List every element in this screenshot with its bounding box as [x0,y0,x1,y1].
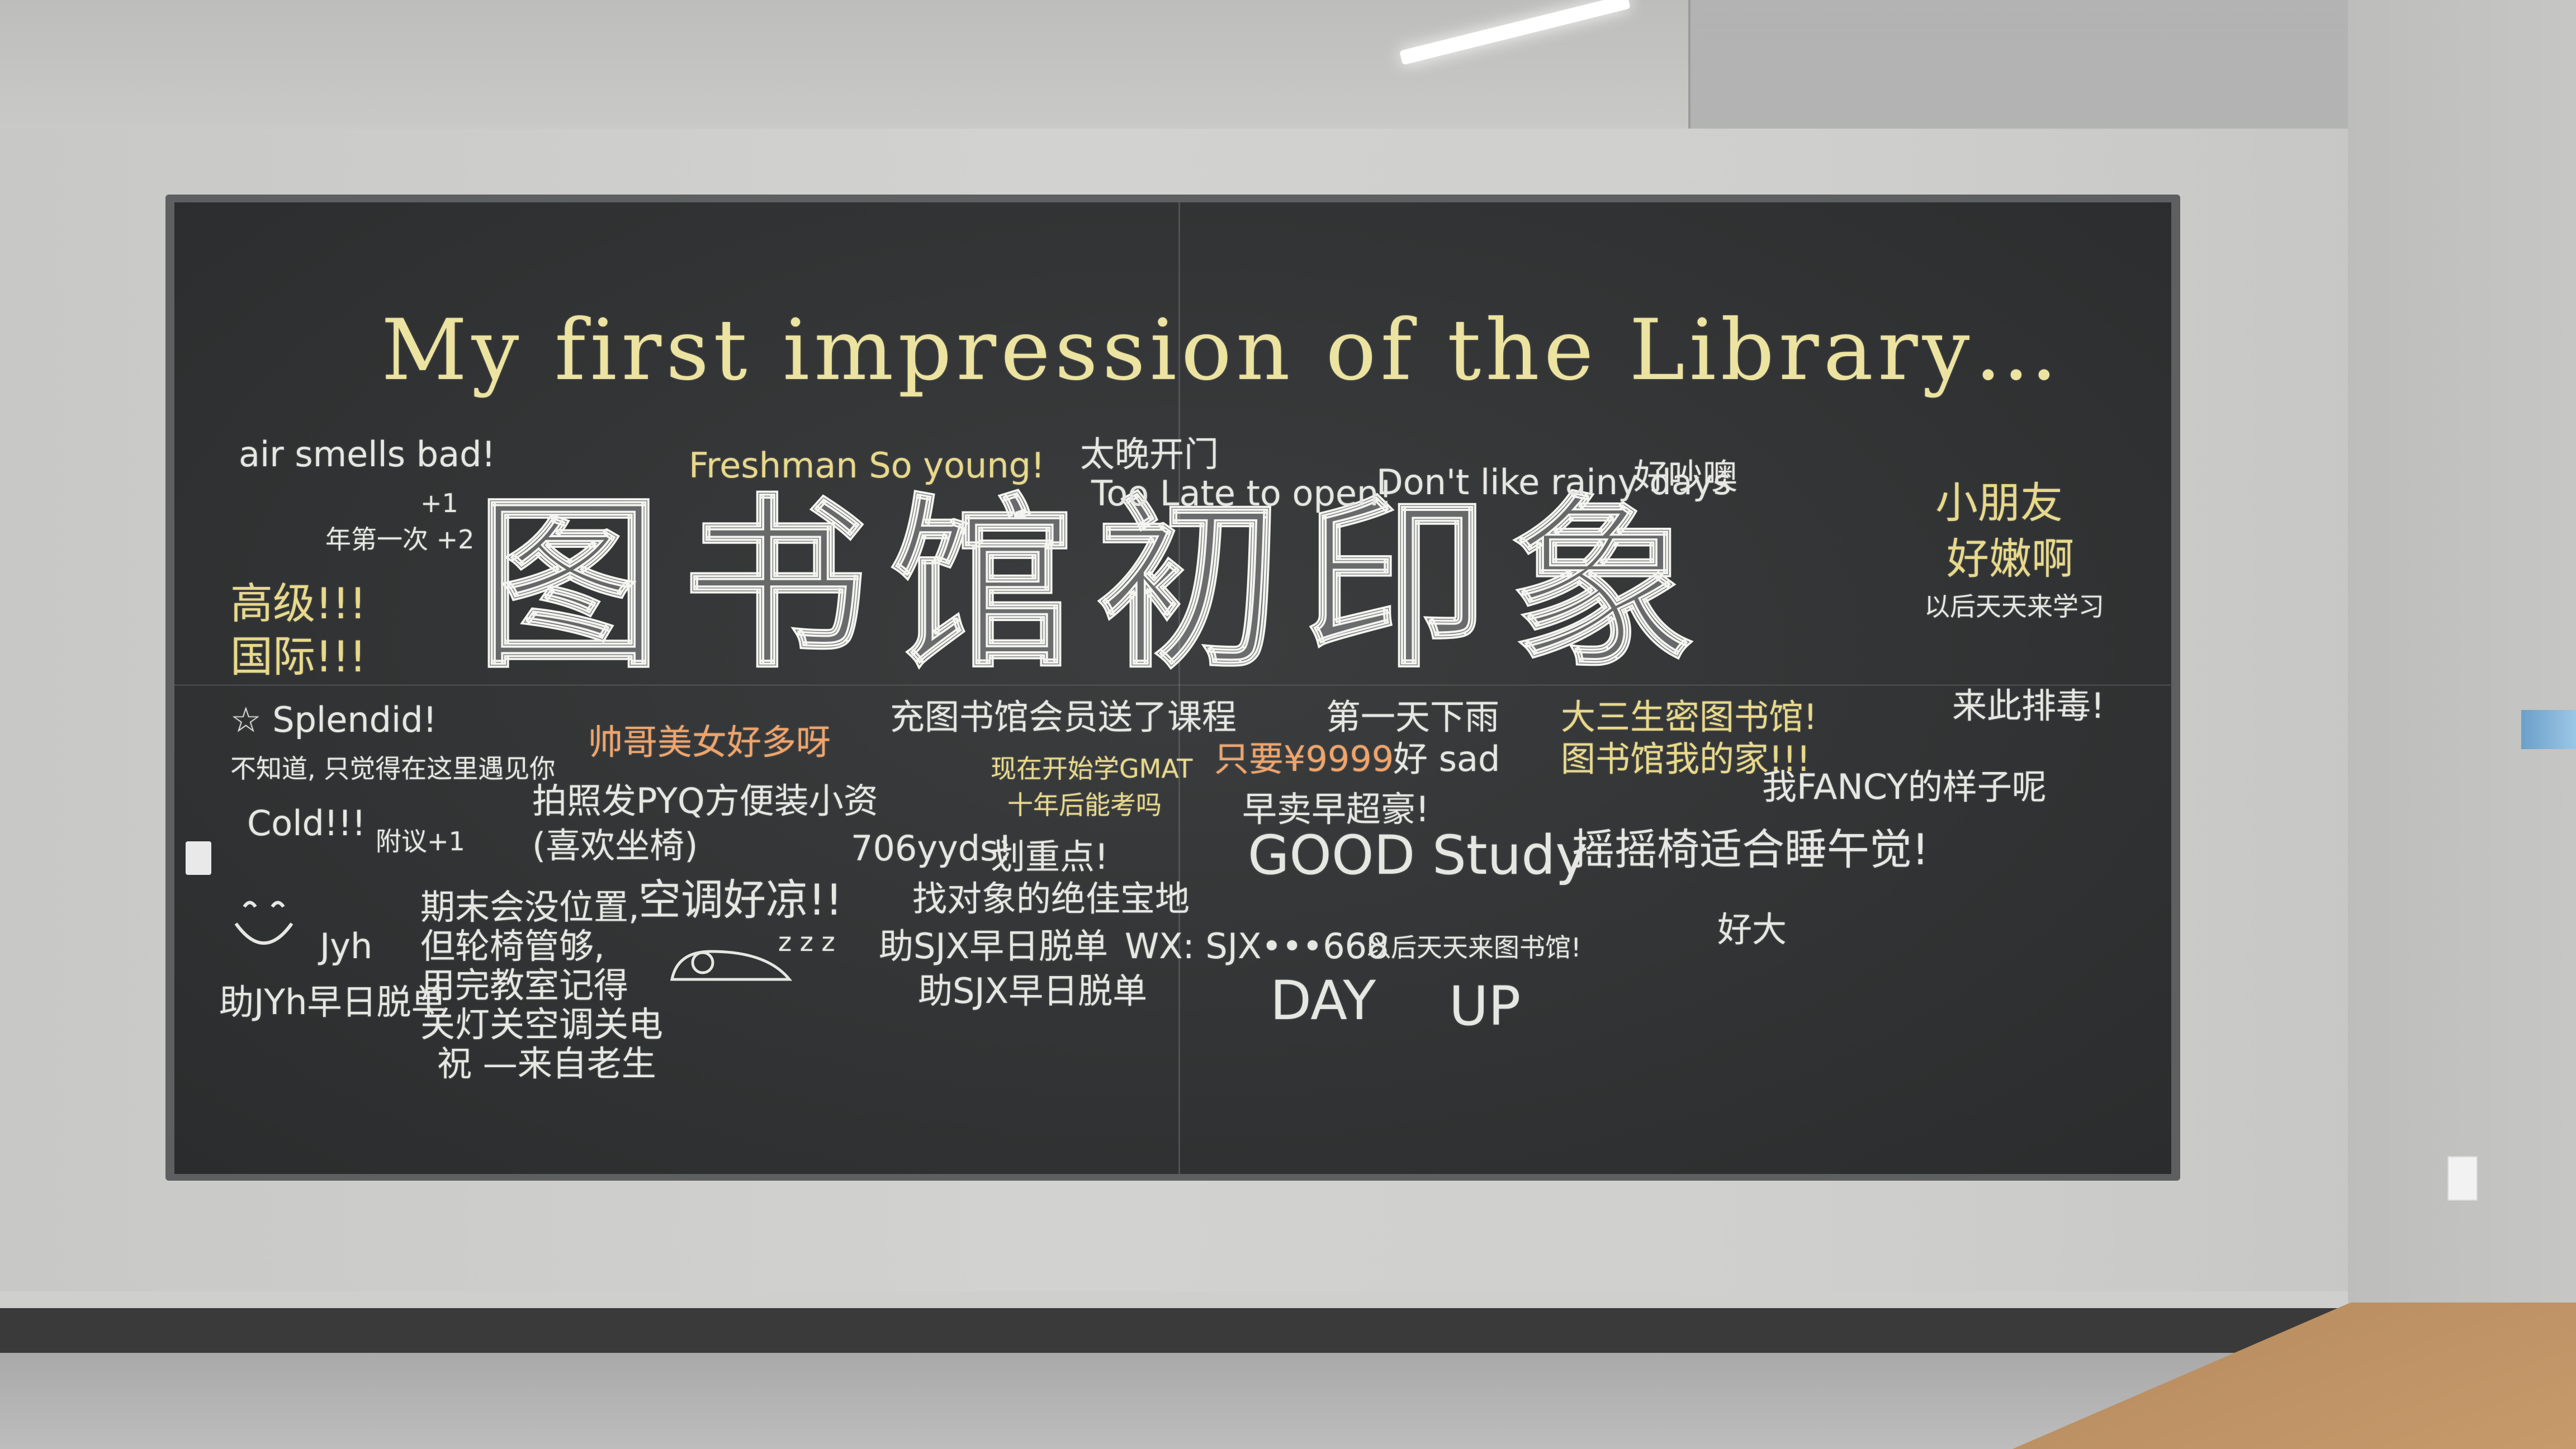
note-study-daily: 以后天天来学习 [1924,591,2104,622]
note-plus-two: 年第一次 +2 [325,524,475,555]
note-final-seats: 期末会没位置, [420,887,640,927]
blackboard: My first impression of the Library… 图书馆初… [174,202,2171,1174]
board-seam-vertical [1178,202,1180,1174]
wall-corner [2348,0,2576,1303]
note-good-study: GOOD Study [1248,824,1588,887]
note-jyh: Jyh [320,926,373,967]
note-help-sjx-2: 助SJX早日脱单 [918,970,1148,1011]
board-magnet [186,841,211,875]
note-late-open-zh: 太晚开门 [1080,434,1219,475]
smiley-drawing [234,901,293,945]
note-like-chair: (喜欢坐椅) [532,825,698,866]
note-detox: 来此排毒! [1952,685,2105,726]
note-wechat: WX: SJX•••668 [1125,926,1389,967]
note-day: DAY [1270,969,1376,1032]
note-noisy: 好吵噢 [1633,456,1738,497]
note-cold: Cold!!! [247,803,366,844]
note-fancy: 我FANCY的样子呢 [1762,766,2047,807]
note-sad: 好 sad [1393,738,1500,779]
note-late-open-en: Too Late to open! [1091,473,1393,514]
note-price: 只要¥9999 [1214,738,1394,779]
note-handsome: 帅哥美女好多呀 [588,722,831,763]
note-so-young: 好嫩啊 [1947,534,2074,584]
note-gmat: 现在开始学GMAT [991,754,1193,784]
note-help-sjx-1: 助SJX早日脱单 [879,926,1109,967]
note-photo-pyq: 拍照发PYQ方便装小资 [532,780,878,821]
note-junior: 大三生密图书馆! [1561,697,1817,737]
sleeping-figure-drawing [670,950,793,981]
note-member-course: 充图书馆会员送了课程 [890,697,1237,737]
note-dont-know: 不知道, 只觉得在这里遇见你 [230,754,556,784]
note-ten-years: 十年后能考吗 [1007,790,1162,820]
baseboard [0,1308,2576,1353]
board-title-english: My first impression of the Library… [381,302,2063,399]
note-library-home: 图书馆我的家!!! [1561,738,1811,779]
wall-sign [2521,710,2576,749]
note-first-day-rain: 第一天下雨 [1326,697,1500,737]
note-key-point: 划重点! [991,836,1109,877]
note-after-class: 用完教室记得 [420,965,629,1006]
note-little-friend: 小朋友 [1935,478,2063,528]
note-early-buy: 早卖早超豪! [1242,789,1429,830]
note-up: UP [1449,975,1521,1038]
board-seam-horizontal [174,684,2171,686]
note-international: 国际!!! [230,632,367,681]
note-plus-one: +1 [420,488,458,518]
note-freshman: Freshman So young! [689,445,1045,486]
note-so-big: 好大 [1717,909,1787,950]
note-rocking-chair: 摇摇椅适合睡午觉! [1572,825,1929,874]
note-splendid: ☆ Splendid! [230,699,437,740]
note-rainy-days: Don't like rainy days [1376,462,1731,503]
note-zzz: z z z [778,927,835,957]
note-high-class: 高级!!! [230,579,367,628]
note-ac-cool: 空调好凉!! [638,875,842,925]
board-title-chinese: 图书馆初印象 [475,478,1717,693]
note-turn-off: 关灯关空调关电 [420,1004,664,1045]
note-senior-wish: 祝 —来自老生 [437,1043,656,1084]
note-find-partner: 找对象的绝佳宝地 [912,878,1190,919]
note-agree: 附议+1 [376,826,465,856]
note-help-jyh: 助JYh早日脱单 [219,982,446,1022]
power-outlet [2447,1156,2478,1201]
note-air-smells: air smells bad! [239,434,496,475]
note-wheelchair: 但轮椅管够, [420,926,605,967]
note-come-daily: 以后天天来图书馆! [1365,932,1581,963]
note-706: 706yyds! [851,828,1012,869]
